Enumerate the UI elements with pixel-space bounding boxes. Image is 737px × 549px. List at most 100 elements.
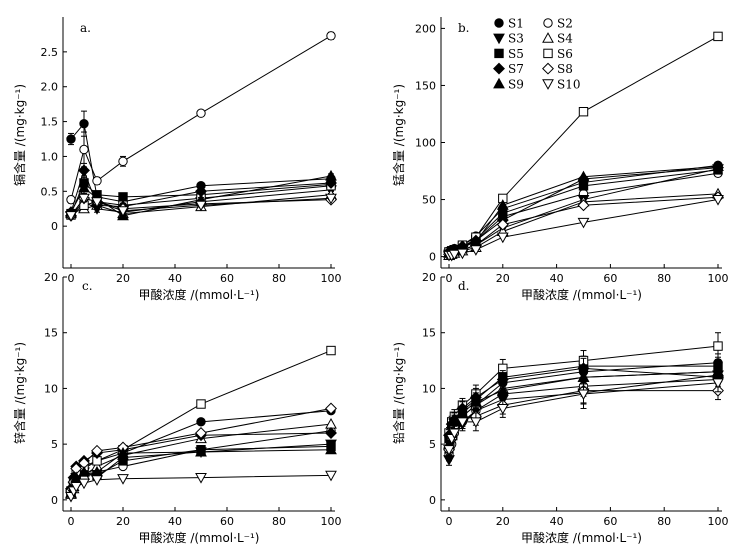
y-tick-label: 0	[429, 251, 436, 264]
marker-S8	[577, 199, 590, 212]
marker-S9	[712, 160, 724, 171]
x-tick-label: 80	[657, 272, 671, 285]
marker-S2	[79, 144, 89, 155]
marker-S2	[543, 18, 553, 28]
marker-S5	[118, 456, 128, 466]
marker-S1	[66, 134, 76, 144]
marker-S10	[443, 445, 455, 456]
x-tick-label: 0	[68, 272, 75, 285]
marker-S9	[577, 170, 590, 182]
panel-d: 0 5 10 15 20 0 20 40 60 80 100 甲酸浓度 /(mmol·L⁻¹) 铅含量 …	[391, 271, 729, 545]
marker-S9	[78, 181, 90, 193]
legend-label: S9	[508, 77, 524, 91]
series-S10	[65, 470, 337, 503]
x-tick-label: 20	[496, 272, 510, 285]
y-axis-label: 镉含量 /(mg·kg⁻¹)	[12, 84, 27, 186]
marker-S10	[542, 79, 554, 90]
marker-S9	[325, 169, 337, 181]
marker-S6	[713, 341, 723, 351]
legend: S1 S2 S3 S4 S5 S6 S7 S8 S9 S10	[493, 17, 581, 91]
marker-S10	[456, 417, 469, 428]
legend-item-S5: S5	[494, 47, 524, 61]
marker-S10	[70, 481, 83, 493]
marker-S1	[79, 118, 89, 129]
x-tick-label: 100	[708, 515, 729, 528]
series-line	[70, 35, 332, 200]
x-tick-label: 80	[272, 515, 286, 528]
marker-S10	[577, 217, 590, 229]
legend-item-S3: S3	[493, 32, 524, 46]
marker-S9	[470, 395, 482, 407]
marker-S8	[496, 218, 509, 231]
y-tick-label: 0.5	[41, 185, 59, 198]
y-tick-label: 0	[51, 220, 58, 233]
panel-a: 0 0.5 1.0 1.5 2.0 2.5 0 20 40 60 80 100 甲酸浓度 /(mmol·…	[12, 17, 342, 302]
legend-item-S10: S10	[542, 77, 581, 91]
x-tick-label: 60	[603, 515, 617, 528]
legend-item-S7: S7	[493, 62, 524, 76]
y-tick-label: 1.5	[41, 116, 59, 129]
x-axis-label: 甲酸浓度 /(mmol·L⁻¹)	[139, 287, 260, 302]
marker-S9	[117, 446, 129, 458]
legend-label: S4	[557, 32, 573, 46]
marker-S6	[196, 399, 206, 409]
marker-S10	[91, 197, 103, 208]
x-axis-label: 甲酸浓度 /(mmol·L⁻¹)	[521, 287, 642, 302]
y-tick-label: 2.5	[41, 46, 59, 59]
y-tick-label: 50	[422, 194, 436, 207]
marker-S8	[325, 402, 337, 415]
x-tick-label: 60	[220, 272, 234, 285]
marker-S10	[470, 245, 482, 256]
marker-S10	[470, 417, 482, 428]
marker-S10	[712, 378, 724, 389]
marker-S2	[196, 108, 206, 118]
y-axis-label: 锰含量 /(mg·kg⁻¹)	[391, 84, 406, 186]
marker-S10	[117, 206, 129, 217]
panel-b: 0 50 100 150 200 0 20 40 60 80 100 甲酸浓度 /(mmol·L⁻¹)…	[391, 17, 729, 302]
x-tick-label: 20	[496, 515, 510, 528]
legend-label: S10	[557, 77, 581, 91]
marker-S9	[78, 465, 90, 477]
panel-label: a.	[80, 21, 91, 35]
series-S10	[443, 195, 724, 262]
marker-S10	[78, 193, 90, 205]
x-tick-label: 100	[708, 272, 729, 285]
x-tick-label: 100	[321, 272, 342, 285]
marker-S10	[712, 195, 724, 206]
x-tick-label: 0	[68, 515, 75, 528]
marker-S10	[456, 248, 469, 260]
x-tick-label: 80	[272, 272, 286, 285]
marker-S10	[117, 474, 129, 485]
series-S10	[65, 193, 337, 222]
legend-label: S5	[508, 47, 524, 61]
marker-S7	[325, 427, 337, 439]
marker-S9	[493, 77, 505, 89]
marker-S10	[448, 249, 461, 261]
x-tick-label: 60	[220, 515, 234, 528]
y-tick-label: 0	[51, 494, 58, 507]
marker-S3	[443, 455, 455, 466]
marker-S5	[494, 48, 504, 59]
marker-S9	[577, 371, 590, 382]
marker-S10	[195, 473, 207, 484]
y-tick-label: 200	[415, 22, 436, 35]
marker-S7	[493, 62, 505, 75]
marker-S6	[326, 345, 336, 356]
marker-S1	[196, 417, 206, 427]
marker-S10	[325, 193, 337, 205]
x-tick-label: 60	[603, 272, 617, 285]
y-tick-label: 0	[429, 494, 436, 507]
panel-c: 0 5 10 15 20 0 20 40 60 80 100 甲酸浓度 /(mmol·L⁻¹) 锌含量 …	[12, 271, 342, 545]
series-S2	[66, 31, 336, 205]
marker-S2	[118, 156, 128, 167]
panel-label: d.	[458, 279, 470, 293]
marker-S5	[118, 192, 128, 202]
series-S9	[65, 443, 337, 498]
legend-item-S9: S9	[493, 77, 524, 91]
x-tick-label: 0	[446, 272, 453, 285]
y-tick-label: 100	[415, 137, 436, 150]
x-tick-label: 20	[116, 272, 130, 285]
y-axis-label: 铅含量 /(mg·kg⁻¹)	[391, 342, 406, 444]
y-tick-label: 5	[51, 438, 58, 451]
